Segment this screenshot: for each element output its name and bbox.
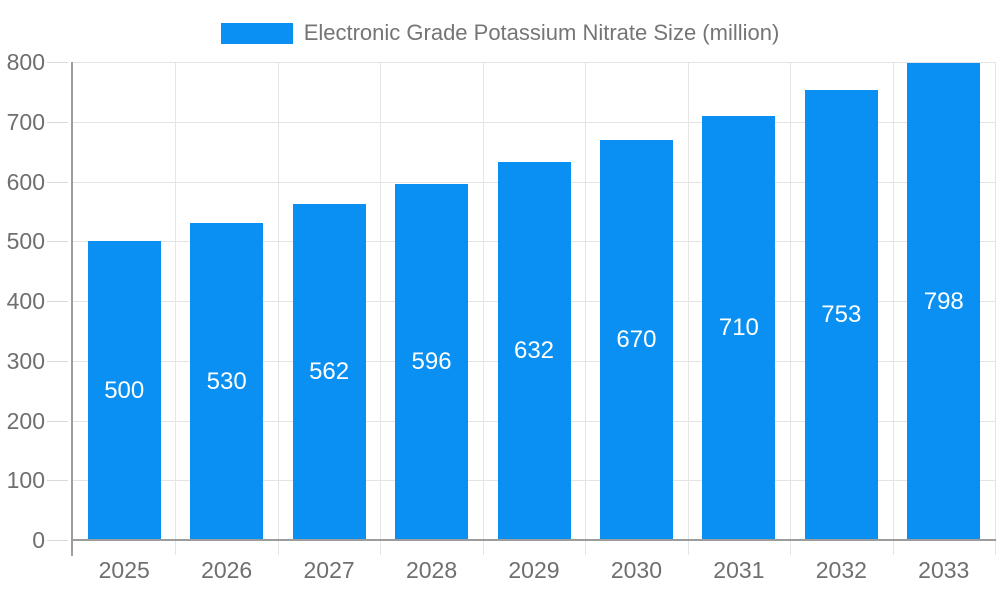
bar-2025[interactable]: 500: [87, 241, 161, 540]
x-axis-line: [71, 539, 996, 541]
legend[interactable]: Electronic Grade Potassium Nitrate Size …: [0, 21, 1000, 45]
y-axis-tick-label: 400: [6, 288, 45, 314]
bar-value-label: 710: [718, 313, 759, 341]
x-axis-tick-label: 2028: [405, 557, 458, 583]
x-axis-tick-label: 2033: [918, 557, 970, 583]
x-axis-tick-label: 2032: [815, 557, 867, 583]
bar-2028[interactable]: 596: [395, 183, 469, 540]
x-axis-tick-label: 2031: [713, 557, 765, 583]
x-gridline: [995, 62, 996, 555]
bar-value-label: 562: [309, 358, 350, 386]
bar-value-label: 530: [206, 367, 247, 395]
x-axis-tick-label: 2026: [201, 557, 253, 583]
legend-label: Electronic Grade Potassium Nitrate Size …: [303, 20, 780, 45]
bar-value-label: 670: [616, 325, 657, 353]
y-axis-tick-label: 0: [32, 527, 45, 553]
y-axis-tick-label: 300: [6, 347, 45, 374]
y-axis-tick: [47, 480, 68, 482]
y-axis-tick-label: 700: [6, 108, 45, 135]
plot-area: 500 530 562 596 632 670 710 753 798: [71, 62, 996, 556]
x-gridline: [380, 62, 382, 555]
y-axis-tick: [47, 301, 68, 302]
y-axis-tick: [47, 241, 68, 243]
y-axis-line: [71, 62, 73, 556]
x-axis-tick-label: 2027: [303, 557, 355, 583]
x-gridline: [790, 62, 792, 555]
bar-2027[interactable]: 562: [292, 204, 366, 540]
x-axis-tick-label: 2030: [610, 557, 663, 583]
y-axis-tick: [47, 420, 68, 422]
bar-2029[interactable]: 632: [497, 162, 571, 540]
bar-value-label: 596: [411, 347, 452, 375]
bar-2026[interactable]: 530: [190, 223, 264, 540]
x-gridline: [892, 62, 894, 555]
y-gridline: [73, 62, 995, 63]
y-axis-tick-label: 800: [6, 49, 45, 75]
legend-swatch: [220, 22, 293, 44]
x-gridline: [482, 62, 484, 555]
bar-2033[interactable]: 798: [907, 63, 981, 540]
y-gridline: [73, 121, 995, 123]
bar-value-label: 632: [513, 337, 555, 365]
y-axis-tick-label: 600: [6, 168, 45, 195]
y-axis-tick: [47, 360, 68, 362]
bar-2031[interactable]: 710: [702, 115, 776, 540]
y-axis-tick: [47, 121, 68, 123]
x-gridline: [585, 62, 587, 555]
y-axis-tick-label: 200: [6, 407, 45, 434]
x-gridline: [175, 62, 177, 555]
y-axis-tick: [47, 540, 68, 541]
y-axis-tick: [47, 62, 68, 63]
y-axis-tick-label: 100: [6, 467, 45, 494]
bar-2030[interactable]: 670: [599, 139, 673, 540]
bar-value-label: 500: [104, 376, 145, 404]
y-axis-tick-label: 500: [6, 228, 45, 255]
bar-value-label: 798: [923, 287, 964, 315]
y-axis-tick: [47, 181, 68, 183]
x-gridline: [687, 62, 689, 555]
x-axis-tick-label: 2029: [508, 557, 560, 583]
x-axis-tick-label: 2025: [98, 557, 150, 583]
x-gridline: [277, 62, 279, 555]
bar-value-label: 753: [821, 301, 862, 329]
bar-2032[interactable]: 753: [804, 90, 878, 540]
